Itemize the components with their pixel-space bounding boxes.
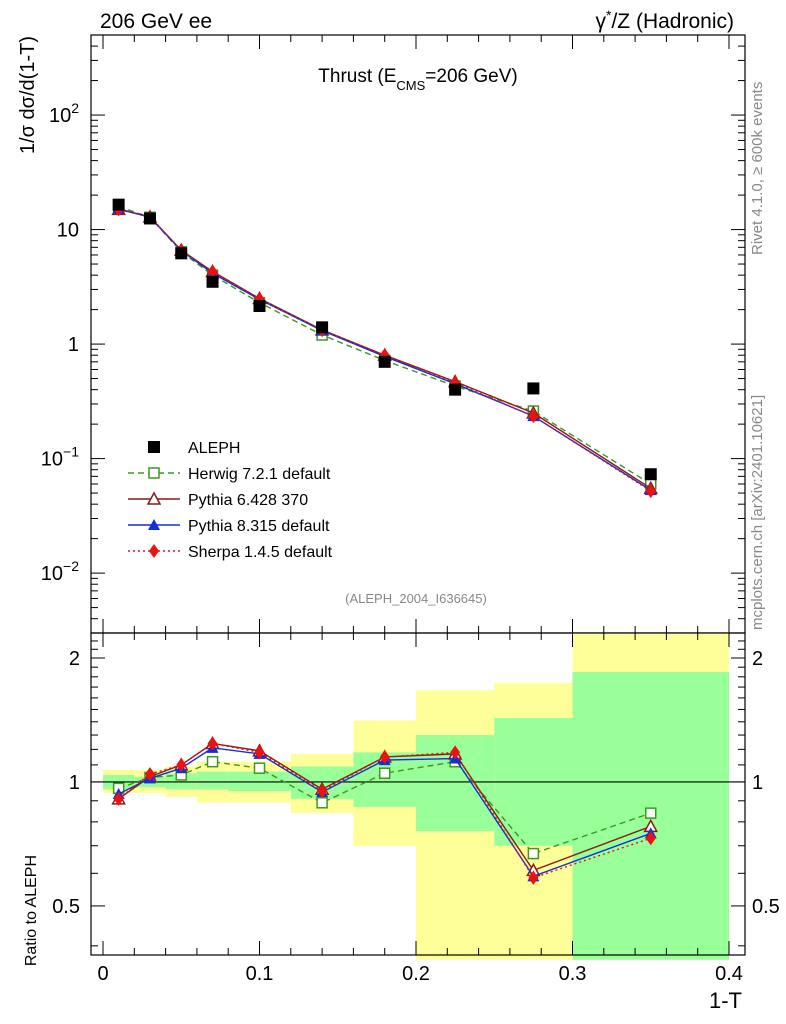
legend-marker-data bbox=[148, 441, 160, 453]
ratio-band-green bbox=[228, 771, 291, 792]
ratio-line-pythia6 bbox=[118, 742, 651, 872]
main-point-data bbox=[316, 321, 329, 334]
main-ytick-label: 1 bbox=[68, 334, 79, 356]
main-ytick-label-base: 10 bbox=[41, 449, 63, 471]
main-ytick-label: 102 bbox=[49, 100, 79, 127]
ratio-ytick-label: 1 bbox=[69, 772, 80, 794]
main-point-data bbox=[644, 468, 657, 481]
ratio-line-sherpa bbox=[118, 742, 651, 879]
main-point-sherpa bbox=[207, 264, 218, 279]
mcplots-label: mcplots.cern.ch [arXiv:2401.10621] bbox=[749, 395, 766, 630]
main-ytick-label-exp: −1 bbox=[63, 444, 79, 460]
ratio-point-sherpa bbox=[317, 784, 328, 799]
legend-label-pythia6: Pythia 6.428 370 bbox=[188, 492, 308, 509]
main-ytick-label: 10−2 bbox=[41, 558, 79, 585]
ratio-point-sherpa bbox=[144, 767, 155, 782]
legend-label-sherpa: Sherpa 1.4.5 default bbox=[188, 544, 333, 561]
legend-marker-sherpa bbox=[149, 544, 159, 558]
main-ytick-label-base: 10 bbox=[49, 105, 71, 127]
ratio-point-herwig bbox=[527, 847, 540, 860]
main-ytick-label: 10 bbox=[57, 220, 79, 242]
header-right-rest: /Z (Hadronic) bbox=[611, 10, 734, 33]
main-point-data bbox=[527, 382, 540, 395]
x-tick-label: 0 bbox=[97, 963, 108, 985]
main-point-data bbox=[175, 247, 188, 260]
legend-marker-pythia8 bbox=[148, 519, 160, 530]
ratio-ylabel: Ratio to ALEPH bbox=[23, 855, 40, 966]
ratio-point-herwig bbox=[645, 807, 657, 819]
x-tick-label: 0.1 bbox=[246, 963, 274, 985]
legend-marker-herwig bbox=[148, 467, 160, 479]
ratio-ytick-label-right: 0.5 bbox=[752, 896, 780, 918]
ratio-point-sherpa bbox=[176, 757, 187, 772]
ratio-band-green bbox=[196, 771, 229, 790]
ratio-band-green bbox=[165, 773, 197, 790]
ratio-ytick-label: 0.5 bbox=[52, 896, 80, 918]
x-tick-label: 0.2 bbox=[402, 963, 430, 985]
x-axis-label: 1-T bbox=[709, 988, 742, 1013]
ratio-point-sherpa bbox=[113, 791, 124, 806]
title-main: Thrust (E bbox=[318, 66, 396, 87]
main-ytick-label: 10−1 bbox=[41, 444, 79, 471]
main-point-data bbox=[253, 300, 266, 313]
ratio-point-sherpa bbox=[528, 870, 539, 885]
header-right: γ*/Z (Hadronic) bbox=[596, 7, 734, 33]
main-point-data bbox=[378, 355, 391, 368]
ratio-point-sherpa bbox=[450, 745, 461, 760]
rivet-version-label: Rivet 4.1.0, ≥ 600k events bbox=[749, 82, 766, 255]
x-tick-label: 0.4 bbox=[715, 963, 743, 985]
main-ytick-label-base: 1 bbox=[68, 334, 79, 356]
ratio-point-sherpa bbox=[645, 831, 656, 846]
ratio-ytick-label-right: 2 bbox=[752, 648, 763, 670]
legend-marker-pythia6 bbox=[146, 491, 162, 505]
header-left: 206 GeV ee bbox=[100, 10, 212, 33]
x-tick-label: 0.3 bbox=[559, 963, 587, 985]
ratio-line-herwig bbox=[118, 760, 651, 855]
ratio-line-pythia8 bbox=[118, 747, 651, 878]
main-ytick-label-exp: 2 bbox=[71, 100, 79, 116]
legend-label-data: ALEPH bbox=[188, 440, 240, 457]
legend-label-pythia8: Pythia 8.315 default bbox=[188, 518, 330, 535]
ratio-plot: 0.5 0.5 1 1 2 2 0 0.1 0.2 0.3 0.4 bbox=[52, 632, 780, 985]
legend-label-herwig: Herwig 7.2.1 default bbox=[188, 466, 331, 483]
ratio-point-herwig bbox=[253, 762, 266, 774]
legend: ALEPH Herwig 7.2.1 default Pythia 6.428 37… bbox=[128, 440, 333, 561]
ratio-point-herwig bbox=[378, 767, 391, 779]
header-right-gamma: γ bbox=[596, 10, 607, 33]
main-point-sherpa bbox=[528, 409, 539, 424]
ratio-frame bbox=[90, 632, 746, 956]
analysis-id: (ALEPH_2004_I636645) bbox=[345, 591, 487, 606]
ratio-point-sherpa bbox=[379, 749, 390, 764]
ratio-point-sherpa bbox=[207, 736, 218, 751]
main-point-data bbox=[449, 383, 462, 396]
main-ylabel: 1/σ dσ/d(1-T) bbox=[17, 36, 39, 154]
main-plot-title: Thrust (ECMS=206 GeV) bbox=[318, 66, 517, 93]
header-right-star: * bbox=[606, 7, 612, 23]
main-ytick-label-exp: −2 bbox=[63, 558, 79, 574]
main-line-sherpa bbox=[118, 208, 652, 492]
main-point-data bbox=[206, 275, 219, 288]
main-ytick-label-base: 10 bbox=[41, 563, 63, 585]
ratio-point-herwig bbox=[316, 797, 328, 809]
ratio-point-herwig bbox=[206, 755, 219, 768]
ratio-ytick-label-right: 1 bbox=[752, 772, 763, 794]
ratio-ytick-label: 2 bbox=[69, 648, 80, 670]
main-point-data bbox=[112, 198, 125, 211]
title-sub: CMS bbox=[396, 78, 425, 93]
title-end: =206 GeV) bbox=[425, 66, 517, 87]
main-point-sherpa bbox=[645, 484, 656, 499]
main-point-data bbox=[143, 212, 156, 225]
ratio-point-sherpa bbox=[254, 745, 265, 760]
main-ytick-label-base: 10 bbox=[57, 220, 79, 242]
